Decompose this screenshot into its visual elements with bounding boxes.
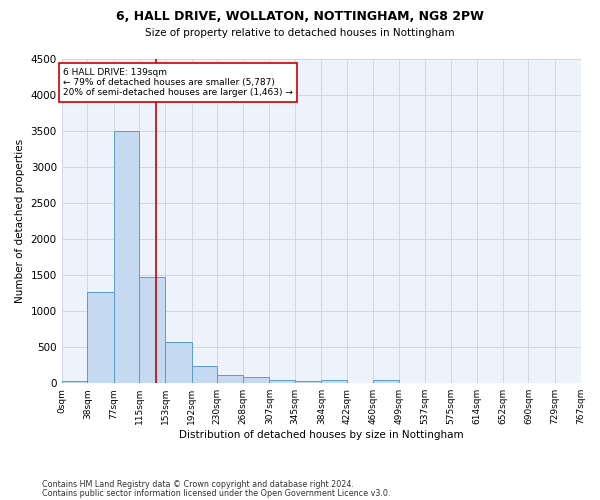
Bar [114,131,139,383]
Text: Contains HM Land Registry data © Crown copyright and database right 2024.: Contains HM Land Registry data © Crown c… [42,480,354,489]
Text: 6 HALL DRIVE: 139sqm
← 79% of detached houses are smaller (5,787)
20% of semi-de: 6 HALL DRIVE: 139sqm ← 79% of detached h… [63,68,293,98]
Bar [373,380,399,383]
Bar [322,380,347,383]
Text: 6, HALL DRIVE, WOLLATON, NOTTINGHAM, NG8 2PW: 6, HALL DRIVE, WOLLATON, NOTTINGHAM, NG8… [116,10,484,23]
X-axis label: Distribution of detached houses by size in Nottingham: Distribution of detached houses by size … [179,430,463,440]
Y-axis label: Number of detached properties: Number of detached properties [15,139,25,303]
Bar [139,276,165,383]
Bar [191,366,217,383]
Text: Size of property relative to detached houses in Nottingham: Size of property relative to detached ho… [145,28,455,38]
Bar [62,381,88,383]
Bar [217,376,243,383]
Bar [243,378,269,383]
Bar [269,380,295,383]
Bar [88,292,114,383]
Text: Contains public sector information licensed under the Open Government Licence v3: Contains public sector information licen… [42,490,391,498]
Bar [165,342,191,383]
Bar [295,381,322,383]
